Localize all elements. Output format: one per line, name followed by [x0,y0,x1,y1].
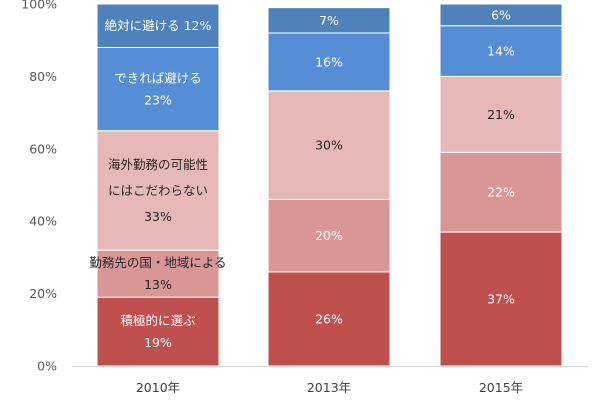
y-tick-label: 40% [29,214,57,229]
bar-segment [267,32,391,92]
x-category-label: 2013年 [307,380,351,395]
bar-segment [267,90,391,200]
data-label: 23% [144,93,172,108]
x-category-label: 2015年 [479,380,523,395]
bar-segment [439,25,563,77]
data-label: 14% [487,44,515,59]
data-label: 海外勤務の可能性 [108,157,208,172]
data-label: 13% [144,277,172,292]
data-label: 7% [319,13,339,28]
bar-segment [96,249,220,298]
bar-segment [439,151,563,233]
y-axis: 0% 20% 40% 60% 80% 100% [21,0,57,374]
bar-segment [96,3,220,48]
data-label: 6% [491,7,511,22]
bar-segment [439,75,563,153]
data-label: 22% [487,185,515,200]
y-tick-label: 60% [29,141,57,156]
data-label: 20% [315,228,343,243]
data-label: 16% [315,54,343,69]
bar-segment [96,296,220,367]
data-label: できれば避ける [114,71,202,86]
data-label: 21% [487,107,515,122]
bar-segment [267,7,391,34]
data-label: 33% [144,209,172,224]
data-label: 絶対に避ける 12% [105,18,212,33]
data-label: 19% [144,335,172,350]
y-tick-label: 100% [21,0,57,12]
y-tick-label: 0% [37,359,57,374]
data-label: 30% [315,138,343,153]
y-tick-label: 20% [29,286,57,301]
x-category-label: 2010年 [136,380,180,395]
x-axis: 2010年 2013年 2015年 [72,366,588,395]
data-label: 37% [487,292,515,307]
bar-segment [267,198,391,273]
data-label: 積極的に選ぶ [120,313,195,328]
data-label: 26% [315,311,343,326]
bar-segment [267,271,391,367]
bar-segment [439,3,563,27]
y-tick-label: 80% [29,69,57,84]
data-label: にはこだわらない [108,183,208,198]
bar-segment [96,130,220,251]
data-label: 勤務先の国・地域による [89,255,226,270]
bar-segment [96,46,220,132]
